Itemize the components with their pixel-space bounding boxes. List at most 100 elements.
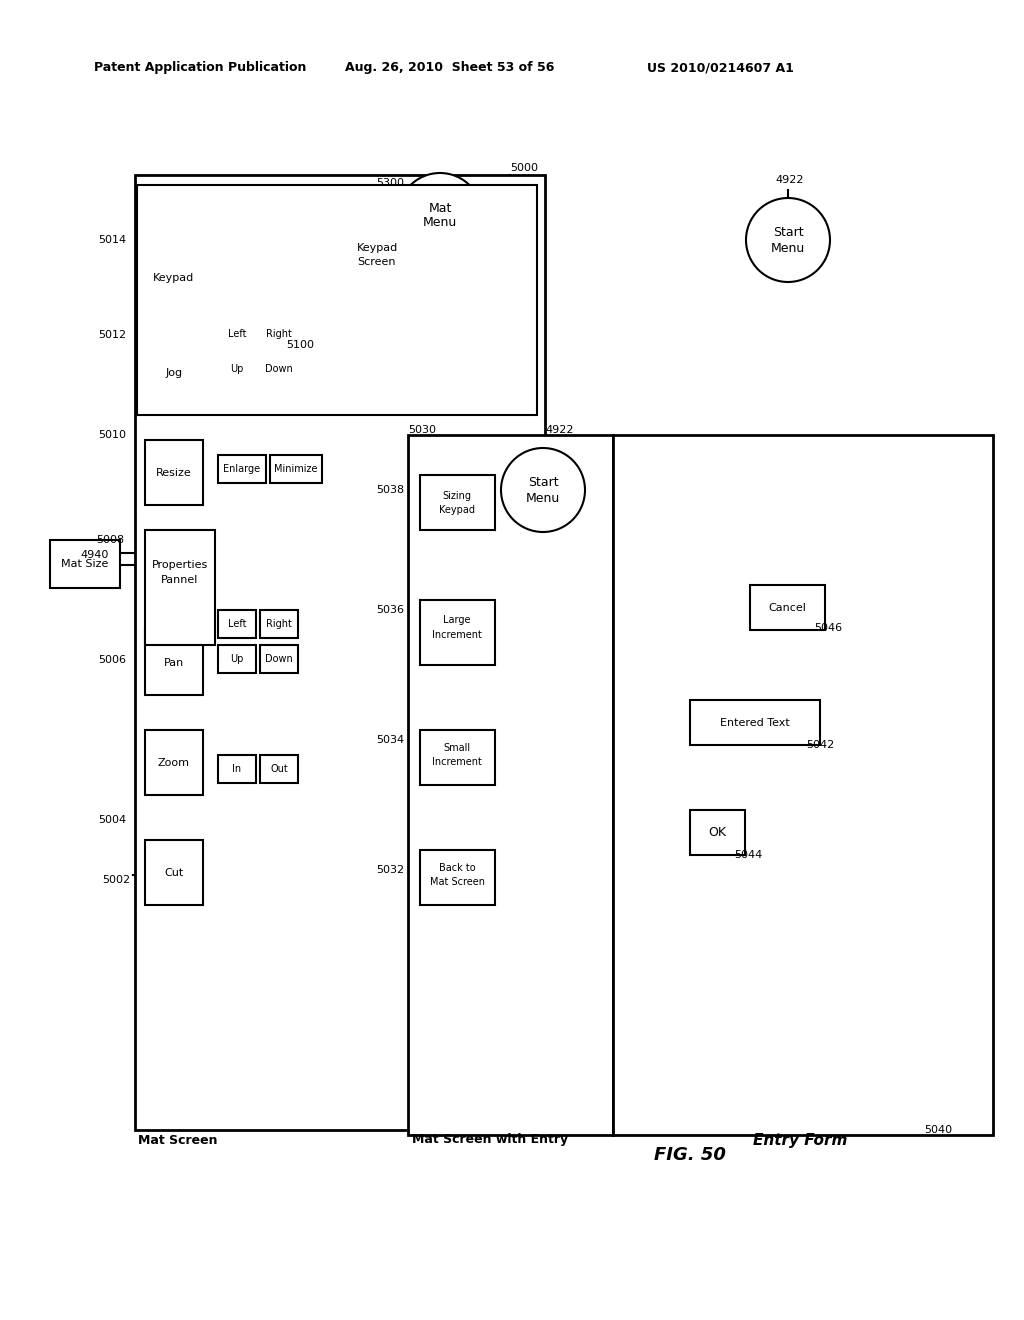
FancyBboxPatch shape (135, 176, 545, 1130)
Text: Aug. 26, 2010  Sheet 53 of 56: Aug. 26, 2010 Sheet 53 of 56 (345, 62, 555, 74)
Text: 5034: 5034 (376, 735, 404, 744)
Text: Down: Down (265, 364, 293, 374)
Text: OK: OK (708, 826, 726, 840)
Text: Up: Up (230, 653, 244, 664)
Text: Patent Application Publication: Patent Application Publication (94, 62, 306, 74)
Text: Start: Start (527, 477, 558, 490)
Text: Small: Small (443, 743, 471, 752)
Text: Mat Screen: Mat Screen (138, 1134, 217, 1147)
Text: Left: Left (227, 619, 246, 630)
FancyBboxPatch shape (145, 341, 203, 405)
Text: 5044: 5044 (734, 850, 762, 861)
Text: 4922: 4922 (776, 176, 804, 185)
Text: Entered Text: Entered Text (720, 718, 790, 729)
Text: 5002: 5002 (101, 875, 130, 884)
FancyBboxPatch shape (690, 700, 820, 744)
Text: Mat Size: Mat Size (61, 558, 109, 569)
Text: 5004: 5004 (98, 814, 126, 825)
Text: Menu: Menu (771, 242, 805, 255)
FancyBboxPatch shape (270, 455, 322, 483)
Text: Mat: Mat (428, 202, 452, 214)
FancyBboxPatch shape (260, 319, 298, 348)
Circle shape (501, 447, 585, 532)
FancyBboxPatch shape (145, 630, 203, 696)
Text: Resize: Resize (156, 469, 191, 478)
Text: Jog: Jog (166, 368, 182, 378)
FancyBboxPatch shape (145, 246, 203, 310)
Text: Properties: Properties (152, 560, 208, 570)
Text: Pannel: Pannel (162, 576, 199, 585)
Text: In: In (232, 764, 242, 774)
Text: Left: Left (227, 329, 246, 339)
FancyBboxPatch shape (260, 645, 298, 673)
Text: 5300: 5300 (376, 178, 404, 187)
FancyBboxPatch shape (613, 436, 993, 1135)
FancyBboxPatch shape (260, 355, 298, 383)
Text: 5036: 5036 (376, 605, 404, 615)
Text: Zoom: Zoom (158, 758, 190, 768)
Text: 5038: 5038 (376, 484, 404, 495)
Text: Sizing: Sizing (442, 491, 471, 502)
FancyBboxPatch shape (420, 730, 495, 785)
Text: Screen: Screen (357, 257, 396, 267)
Text: 5042: 5042 (806, 741, 835, 750)
FancyBboxPatch shape (690, 810, 745, 855)
FancyBboxPatch shape (218, 455, 266, 483)
Circle shape (746, 198, 830, 282)
FancyBboxPatch shape (137, 185, 537, 414)
FancyBboxPatch shape (218, 319, 256, 348)
Text: 5014: 5014 (98, 235, 126, 246)
Text: Large: Large (443, 615, 471, 624)
Text: 5100: 5100 (286, 341, 314, 350)
Text: Mat Screen with Entry: Mat Screen with Entry (412, 1134, 568, 1147)
Text: 4922: 4922 (546, 425, 574, 436)
Text: Entry Form: Entry Form (753, 1133, 847, 1147)
Text: 4940: 4940 (81, 550, 110, 560)
Text: US 2010/0214607 A1: US 2010/0214607 A1 (646, 62, 794, 74)
Text: Menu: Menu (526, 491, 560, 504)
Text: 5032: 5032 (376, 865, 404, 875)
FancyBboxPatch shape (750, 585, 825, 630)
Text: Right: Right (266, 619, 292, 630)
Text: Enlarge: Enlarge (223, 465, 260, 474)
FancyBboxPatch shape (340, 230, 415, 279)
Text: Minimize: Minimize (274, 465, 317, 474)
FancyBboxPatch shape (408, 436, 613, 1135)
FancyBboxPatch shape (218, 755, 256, 783)
Text: Keypad: Keypad (356, 243, 397, 253)
Text: 5000: 5000 (510, 162, 538, 173)
Text: Menu: Menu (423, 215, 457, 228)
Circle shape (398, 173, 482, 257)
FancyBboxPatch shape (50, 540, 120, 587)
FancyBboxPatch shape (260, 610, 298, 638)
Text: Pan: Pan (164, 657, 184, 668)
Text: Keypad: Keypad (439, 506, 475, 515)
Text: 5008: 5008 (96, 535, 124, 545)
FancyBboxPatch shape (145, 730, 203, 795)
Text: Right: Right (266, 329, 292, 339)
FancyBboxPatch shape (420, 475, 495, 531)
Text: Cut: Cut (165, 869, 183, 878)
Text: 5012: 5012 (98, 330, 126, 341)
Text: 5010: 5010 (98, 430, 126, 440)
FancyBboxPatch shape (218, 355, 256, 383)
Text: Mat Screen: Mat Screen (429, 876, 484, 887)
Text: 5046: 5046 (814, 623, 842, 634)
Text: 5040: 5040 (924, 1125, 952, 1135)
Text: Out: Out (270, 764, 288, 774)
Text: Up: Up (230, 364, 244, 374)
Text: 5030: 5030 (408, 425, 436, 436)
Text: Keypad: Keypad (154, 273, 195, 282)
FancyBboxPatch shape (218, 645, 256, 673)
FancyBboxPatch shape (218, 610, 256, 638)
Text: 5006: 5006 (98, 655, 126, 665)
FancyBboxPatch shape (420, 850, 495, 906)
FancyBboxPatch shape (260, 755, 298, 783)
Text: Cancel: Cancel (768, 603, 806, 612)
FancyBboxPatch shape (420, 601, 495, 665)
FancyBboxPatch shape (145, 440, 203, 506)
Text: Back to: Back to (438, 863, 475, 873)
Text: Down: Down (265, 653, 293, 664)
Text: FIG. 50: FIG. 50 (654, 1146, 726, 1164)
FancyBboxPatch shape (145, 531, 215, 645)
